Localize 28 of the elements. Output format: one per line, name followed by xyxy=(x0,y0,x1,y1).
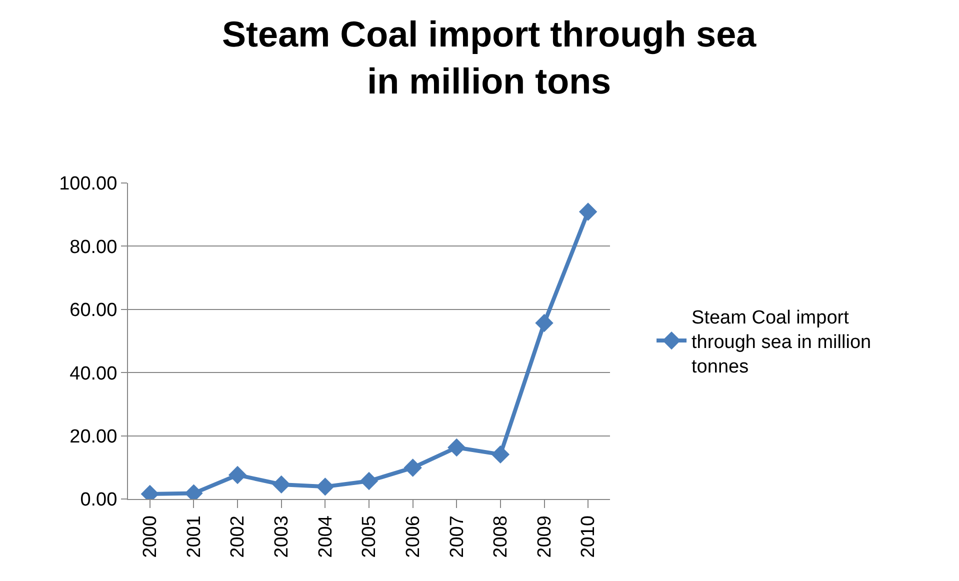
x-tick-label: 2005 xyxy=(359,516,380,558)
point xyxy=(491,445,510,464)
y-tick-label: 80.00 xyxy=(70,236,118,258)
x-tick-label: 2003 xyxy=(272,516,293,558)
x-tick-label: 2008 xyxy=(490,516,512,558)
x-tick-label: 2001 xyxy=(184,516,205,558)
y-tick-label: 20.00 xyxy=(70,426,118,448)
y-tick-label: 40.00 xyxy=(70,363,118,384)
legend-label: Steam Coal import through sea in million tonnes xyxy=(692,307,872,378)
point xyxy=(578,202,598,221)
chart-title: Steam Coal import through sea in million tons xyxy=(222,13,758,102)
x-tick-label: 2010 xyxy=(578,516,600,558)
point xyxy=(360,472,378,490)
point xyxy=(404,458,422,477)
y-tick-label: 100.00 xyxy=(59,174,118,195)
point xyxy=(272,475,290,494)
x-tick-label: 2004 xyxy=(315,515,336,558)
point xyxy=(228,466,247,484)
point xyxy=(316,478,334,496)
x-tick-label: 2006 xyxy=(402,516,424,558)
x-tick-label: 2000 xyxy=(140,516,162,558)
point xyxy=(535,314,554,332)
y-tick-label: 60.00 xyxy=(70,300,118,322)
x-tick-label: 2007 xyxy=(446,516,468,558)
x-tick-label: 2002 xyxy=(228,516,249,558)
y-tick-label: 0.00 xyxy=(80,490,118,511)
point xyxy=(448,438,466,457)
x-tick-label: 2009 xyxy=(534,516,556,558)
